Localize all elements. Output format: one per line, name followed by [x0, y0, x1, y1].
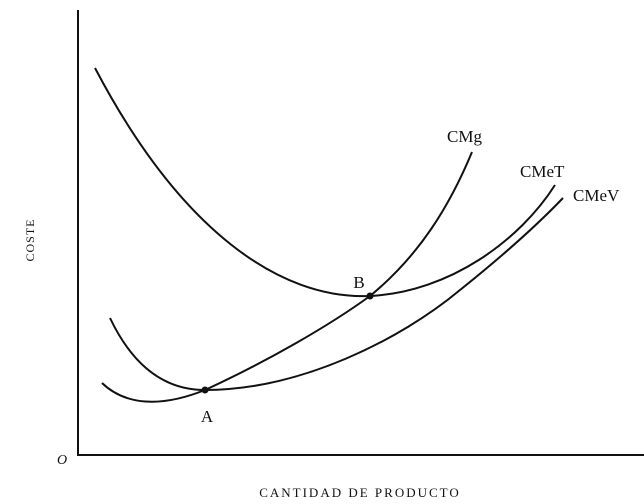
point-a — [201, 386, 209, 394]
cmev-curve — [109, 197, 564, 392]
cmev-label: CMeV — [573, 186, 620, 205]
cmg-curve — [101, 151, 473, 403]
point-b-label: B — [353, 273, 364, 292]
y-axis-label: COSTE — [23, 218, 37, 261]
point-b — [366, 292, 374, 300]
cmet-label: CMeT — [520, 162, 565, 181]
cmg-label: CMg — [447, 127, 482, 146]
x-axis-label: CANTIDAD DE PRODUCTO — [259, 485, 461, 500]
point-a-label: A — [201, 407, 214, 426]
origin-label: O — [57, 453, 67, 468]
cmet-curve — [94, 67, 556, 298]
